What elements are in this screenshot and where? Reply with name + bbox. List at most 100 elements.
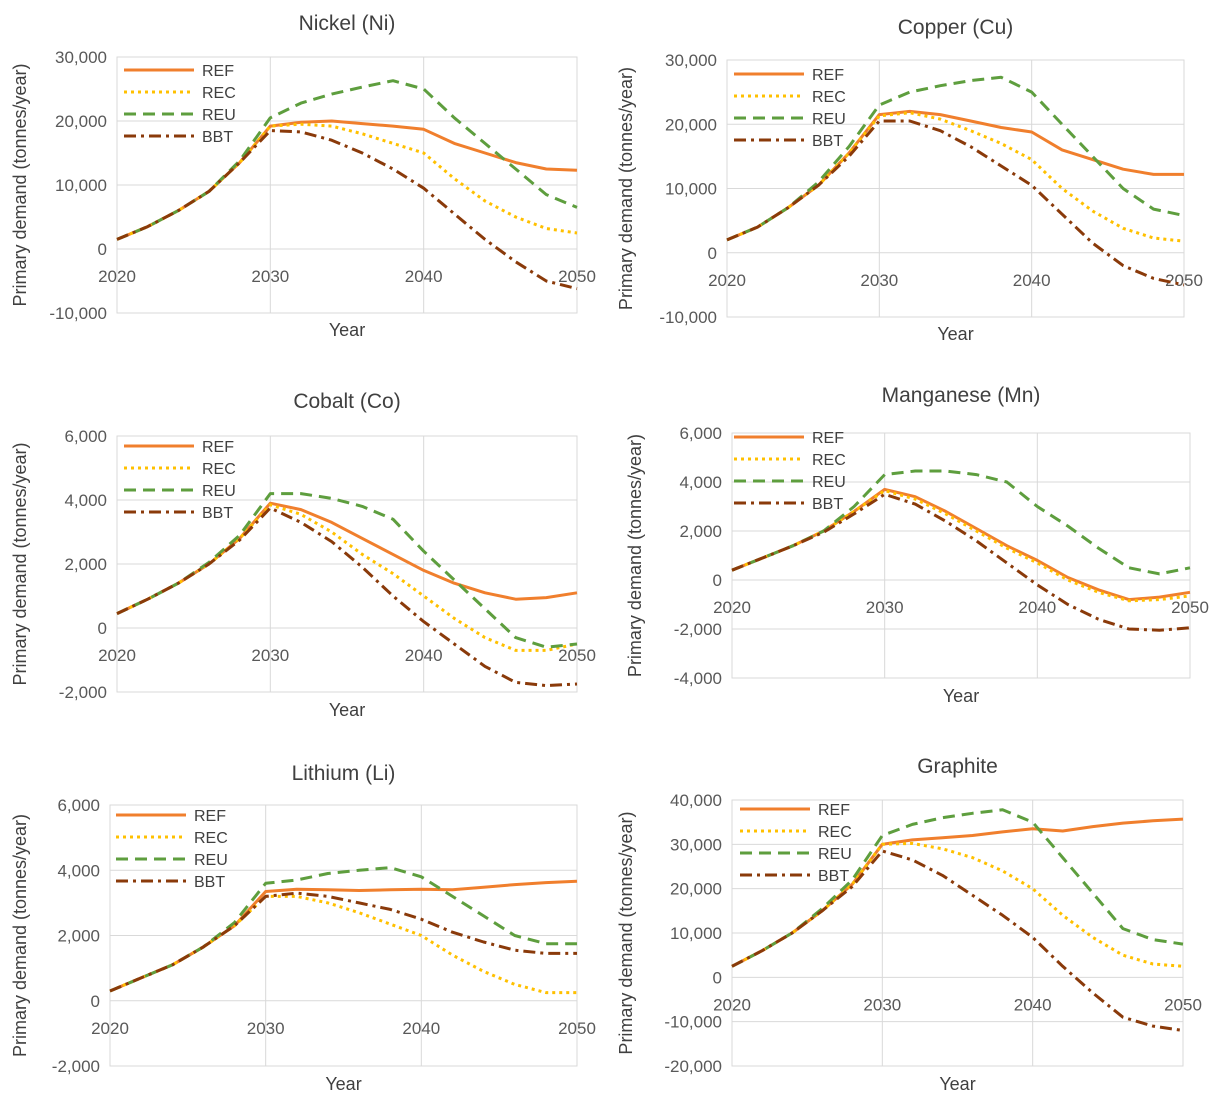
x-tick-label: 2050 <box>558 267 596 286</box>
x-tick-label: 2030 <box>247 1019 285 1038</box>
x-tick-label: 2020 <box>713 995 751 1014</box>
chart-title: Copper (Cu) <box>898 16 1014 39</box>
y-axis-label: Primary demand (tonnes/year) <box>10 63 30 306</box>
series-line-ref <box>731 487 1191 602</box>
y-tick-label: 20,000 <box>670 880 722 899</box>
y-tick-label: 0 <box>713 968 722 987</box>
chart-panel-5: -2,000 0 2,000 4,000 6,000 2020 2030 2040 2050 Li… <box>10 762 596 1094</box>
x-tick-label: 2050 <box>1171 598 1209 617</box>
y-tick-label: -10,000 <box>664 1013 722 1032</box>
legend-label-rec: REC <box>202 461 236 478</box>
y-tick-label: -2,000 <box>59 683 107 702</box>
series-line-reu <box>116 492 578 649</box>
x-tick-label: 2050 <box>1164 995 1202 1014</box>
y-tick-label: 0 <box>98 619 107 638</box>
y-tick-label: 10,000 <box>670 924 722 943</box>
x-axis-label: Year <box>943 686 979 706</box>
series-line-bbt <box>109 891 577 993</box>
legend-label-reu: REU <box>818 846 852 863</box>
series-line-reu <box>731 469 1191 576</box>
y-tick-label: 20,000 <box>55 112 107 131</box>
legend: REF REC REU BBT <box>740 802 852 885</box>
series-line-reu <box>731 808 1184 968</box>
y-tick-label: 4,000 <box>57 861 100 880</box>
y-tick-label: 2,000 <box>679 522 722 541</box>
series-line-ref <box>726 109 1184 242</box>
y-axis-label: Primary demand (tonnes/year) <box>616 811 636 1054</box>
legend: REF REC REU BBT <box>124 439 236 522</box>
chart-title: Graphite <box>917 755 998 778</box>
y-tick-label: 0 <box>713 571 722 590</box>
legend: REF REC REU BBT <box>734 67 846 150</box>
x-tick-label: 2040 <box>1018 598 1056 617</box>
x-tick-label: 2050 <box>1165 271 1203 290</box>
x-tick-label: 2050 <box>558 646 596 665</box>
x-axis-label: Year <box>329 320 365 340</box>
x-tick-label: 2040 <box>405 646 443 665</box>
y-tick-label: 6,000 <box>679 424 722 443</box>
legend-label-rec: REC <box>818 824 852 841</box>
chart-panel-6: -20,000 -10,000 0 10,000 20,000 30,000 40,000 2… <box>616 755 1202 1094</box>
series-line-bbt <box>731 492 1191 632</box>
x-tick-label: 2020 <box>713 598 751 617</box>
series-line-bbt <box>116 129 578 291</box>
legend-label-reu: REU <box>202 483 236 500</box>
y-tick-label: -2,000 <box>674 620 722 639</box>
y-tick-label: 40,000 <box>670 791 722 810</box>
legend-label-bbt: BBT <box>202 505 233 522</box>
chart-panel-3: -2,000 0 2,000 4,000 6,000 2020 2030 2040 2050 Co… <box>10 390 596 720</box>
legend-label-bbt: BBT <box>812 133 843 150</box>
y-axis-label: Primary demand (tonnes/year) <box>10 442 30 685</box>
chart-panel-4: -4,000 -2,000 0 2,000 4,000 6,000 2020 2030 2040… <box>625 384 1209 706</box>
legend: REF REC REU BBT <box>116 808 228 891</box>
series-line-ref <box>731 817 1184 968</box>
y-tick-label: 30,000 <box>665 51 717 70</box>
legend-label-bbt: BBT <box>812 496 843 513</box>
x-axis-label: Year <box>329 700 365 720</box>
x-tick-label: 2020 <box>98 646 136 665</box>
series-line-rec <box>109 894 577 995</box>
x-axis-label: Year <box>937 324 973 344</box>
legend-label-ref: REF <box>202 63 234 80</box>
legend-label-reu: REU <box>194 852 228 869</box>
legend-label-rec: REC <box>812 452 846 469</box>
legend-label-bbt: BBT <box>194 874 225 891</box>
legend: REF REC REU BBT <box>124 63 236 146</box>
series-line-bbt <box>726 119 1185 287</box>
legend-label-ref: REF <box>812 67 844 84</box>
chart-panel-1: -10,000 0 10,000 20,000 30,000 2020 2030 2040 20… <box>10 12 596 340</box>
legend-label-ref: REF <box>194 808 226 825</box>
y-tick-label: 6,000 <box>57 796 100 815</box>
y-tick-label: -2,000 <box>52 1057 100 1076</box>
legend: REF REC REU BBT <box>734 430 846 513</box>
x-tick-label: 2030 <box>863 995 901 1014</box>
y-tick-label: 0 <box>708 244 717 263</box>
x-tick-label: 2040 <box>402 1019 440 1038</box>
x-axis-label: Year <box>939 1074 975 1094</box>
legend-label-reu: REU <box>202 107 236 124</box>
y-tick-label: -4,000 <box>674 669 722 688</box>
series-line-rec <box>731 489 1191 603</box>
y-axis-label: Primary demand (tonnes/year) <box>10 814 30 1057</box>
legend-label-bbt: BBT <box>818 868 849 885</box>
chart-title: Manganese (Mn) <box>882 384 1041 407</box>
x-tick-label: 2050 <box>558 1019 596 1038</box>
y-tick-label: 6,000 <box>64 427 107 446</box>
chart-title: Lithium (Li) <box>292 762 396 785</box>
series-line-ref <box>109 879 578 993</box>
y-tick-label: 10,000 <box>55 176 107 195</box>
y-tick-label: 30,000 <box>670 835 722 854</box>
y-axis-label: Primary demand (tonnes/year) <box>616 67 636 310</box>
x-tick-label: 2020 <box>91 1019 129 1038</box>
y-tick-label: 20,000 <box>665 115 717 134</box>
plot-area <box>731 432 1191 679</box>
legend-label-reu: REU <box>812 474 846 491</box>
x-tick-label: 2040 <box>405 267 443 286</box>
legend-label-reu: REU <box>812 111 846 128</box>
series-line-bbt <box>731 849 1184 1032</box>
y-tick-label: 0 <box>98 240 107 259</box>
y-tick-label: 0 <box>91 992 100 1011</box>
legend-label-ref: REF <box>202 439 234 456</box>
x-tick-label: 2040 <box>1013 271 1051 290</box>
